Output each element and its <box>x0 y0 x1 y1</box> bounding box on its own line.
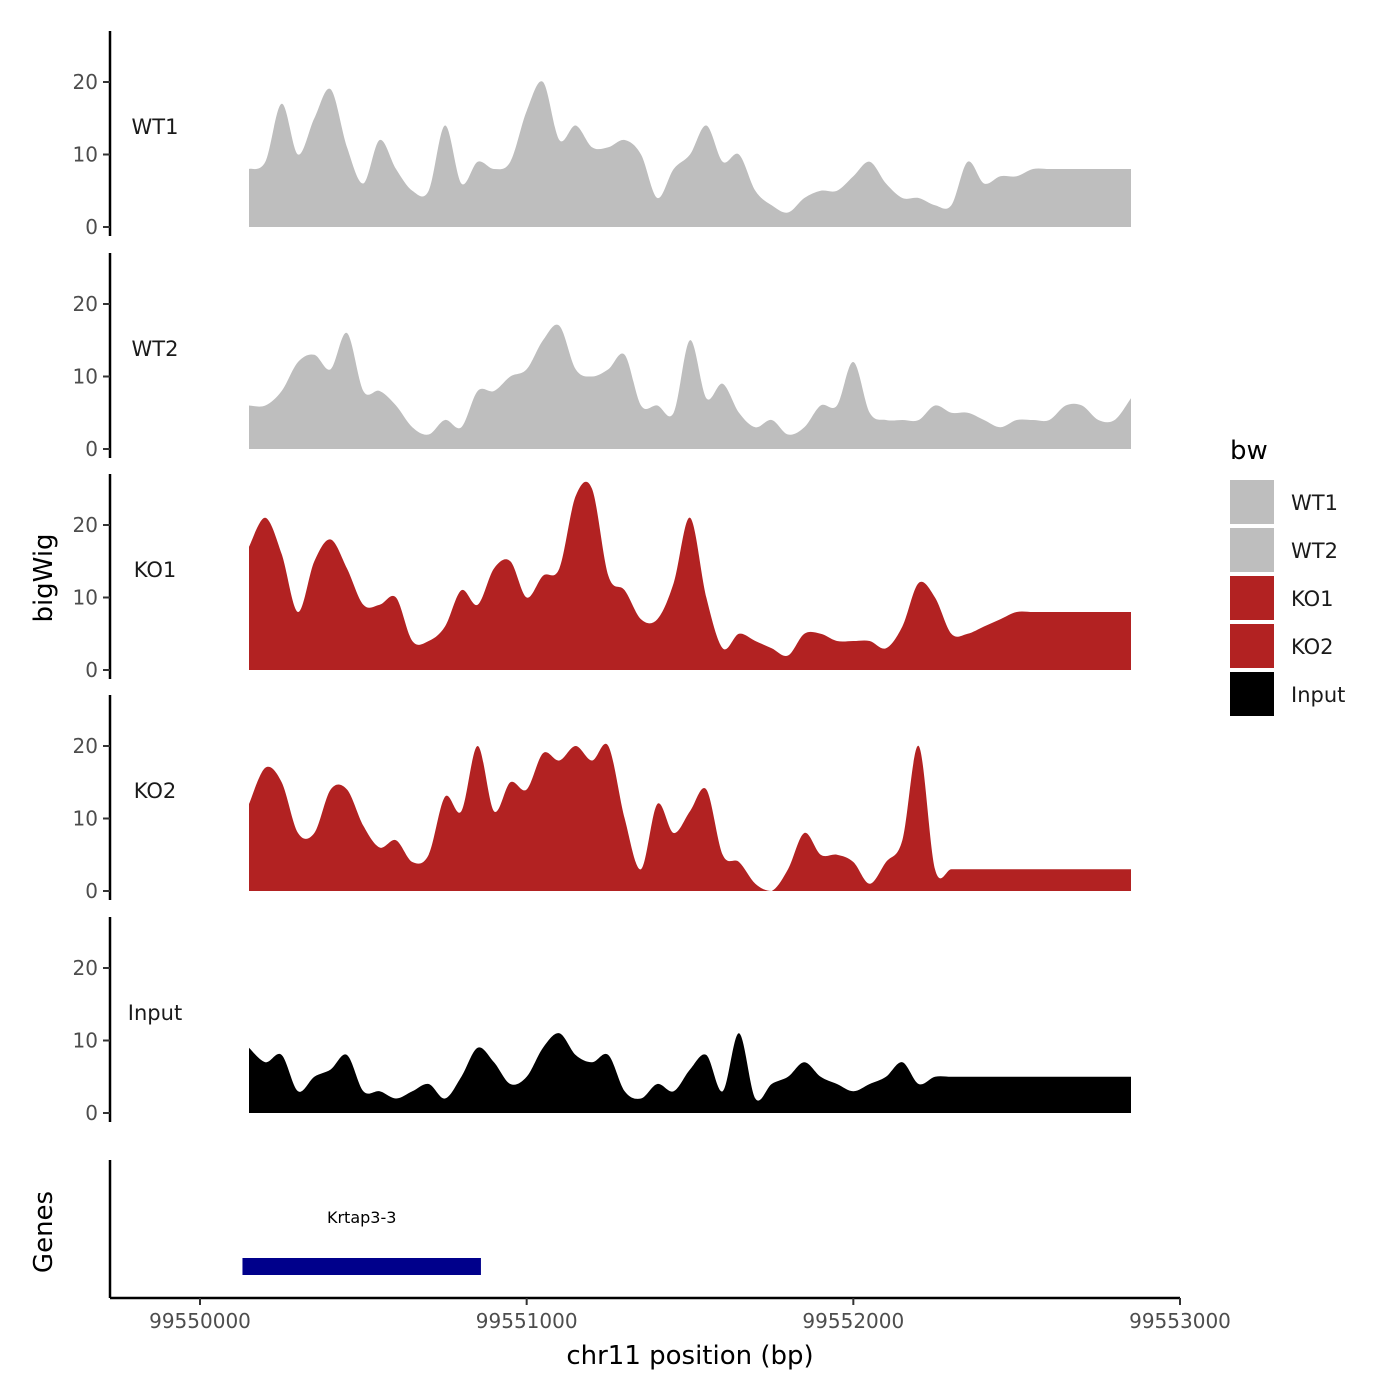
legend-title: bw <box>1230 436 1268 466</box>
area-wt2 <box>249 324 1131 449</box>
track-label: WT1 <box>132 115 179 139</box>
legend-swatch <box>1230 480 1274 524</box>
legend-swatch <box>1230 624 1274 668</box>
x-tick-label: 99550000 <box>149 1309 251 1333</box>
legend-entry-wt1: WT1 <box>1230 480 1338 524</box>
y-tick-label: 20 <box>73 734 98 758</box>
y-tick-label: 0 <box>85 658 98 682</box>
x-axis: 99550000 99551000 99552000 99553000 <box>110 1296 1231 1333</box>
x-tick-label: 99553000 <box>1129 1309 1231 1333</box>
y-tick-label: 0 <box>85 437 98 461</box>
track-ko1: 0 10 20 KO1 <box>73 474 1131 682</box>
y-tick-label: 10 <box>73 365 98 389</box>
legend-swatch <box>1230 528 1274 572</box>
y-tick-label: 10 <box>73 586 98 610</box>
legend-label: KO2 <box>1291 635 1334 659</box>
legend-entry-input: Input <box>1230 672 1345 716</box>
y-tick-label: 0 <box>85 1101 98 1125</box>
y-tick-label: 10 <box>73 1029 98 1053</box>
x-tick-label: 99551000 <box>476 1309 578 1333</box>
legend-label: WT1 <box>1291 491 1338 515</box>
track-label: KO2 <box>134 779 177 803</box>
y-tick-label: 0 <box>85 879 98 903</box>
y-tick-label: 20 <box>73 292 98 316</box>
legend-entry-ko1: KO1 <box>1230 576 1334 620</box>
y-tick-label: 0 <box>85 215 98 239</box>
genes-track-title: Genes <box>29 1191 59 1273</box>
legend-label: KO1 <box>1291 587 1334 611</box>
genes-track: Krtap3-3 <box>108 1160 481 1298</box>
track-wt2: 0 10 20 WT2 <box>73 253 1131 461</box>
legend-label: WT2 <box>1291 539 1338 563</box>
x-axis-title: chr11 position (bp) <box>566 1341 813 1371</box>
track-label: Input <box>128 1001 182 1025</box>
y-tick-label: 20 <box>73 70 98 94</box>
legend-swatch <box>1230 672 1274 716</box>
gene-label: Krtap3-3 <box>327 1208 396 1227</box>
area-ko1 <box>249 481 1131 670</box>
y-tick-label: 20 <box>73 956 98 980</box>
area-wt1 <box>249 81 1131 227</box>
y-tick-label: 10 <box>73 807 98 831</box>
track-input: 0 10 20 Input <box>73 917 1131 1125</box>
track-ko2: 0 10 20 KO2 <box>73 695 1131 903</box>
legend-entry-wt2: WT2 <box>1230 528 1338 572</box>
gene-bar <box>242 1258 481 1275</box>
area-ko2 <box>249 743 1131 891</box>
area-input <box>249 1033 1131 1113</box>
coverage-tracks: 0 10 20 WT1 0 10 20 WT2 0 10 20 KO1 0 10 20 KO2 0 10 20 Inp… <box>73 31 1131 1125</box>
y-tick-label: 20 <box>73 513 98 537</box>
y-axis-title: bigWig <box>29 533 59 622</box>
legend: bw WT1 WT2 KO1 KO2 Input <box>1230 436 1345 716</box>
track-wt1: 0 10 20 WT1 <box>73 31 1131 239</box>
x-tick-label: 99552000 <box>802 1309 904 1333</box>
legend-swatch <box>1230 576 1274 620</box>
legend-label: Input <box>1291 683 1345 707</box>
legend-entry-ko2: KO2 <box>1230 624 1334 668</box>
track-label: KO1 <box>134 558 177 582</box>
y-tick-label: 10 <box>73 143 98 167</box>
track-label: WT2 <box>132 337 179 361</box>
